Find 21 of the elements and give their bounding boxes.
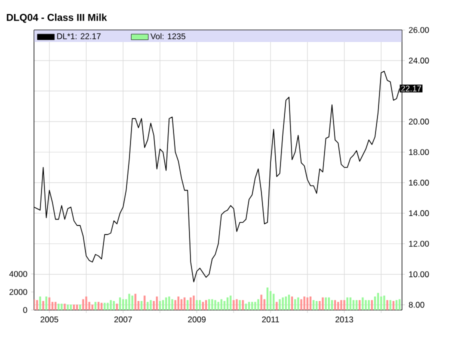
legend-label: Vol: 1235 <box>150 33 186 40</box>
annotation: 22.17 <box>401 86 422 92</box>
x-tick-label: 2005 <box>40 316 58 322</box>
y-tick-label: 18.00 <box>409 149 429 156</box>
y-tick-label: 24.00 <box>408 58 429 64</box>
y-tick-label: 26.00 <box>408 27 429 33</box>
y-tick-label: 20.00 <box>408 118 429 125</box>
y-tick-label: 8.00 <box>408 302 424 308</box>
x-tick-label: 2009 <box>188 316 206 322</box>
x-tick-label: 2011 <box>262 316 280 322</box>
y-tick-label: 10.00 <box>409 271 429 278</box>
y2-tick-label: 0 <box>23 307 28 313</box>
y-tick-label: 14.00 <box>409 210 429 216</box>
y2-tick-label: 4000 <box>9 271 28 277</box>
y-tick-label: 12.00 <box>409 240 429 247</box>
x-tick-label: 2013 <box>336 316 354 322</box>
y-tick-label: 16.00 <box>409 180 429 186</box>
x-tick-label: 2007 <box>114 316 132 322</box>
y2-tick-label: 2000 <box>10 289 28 295</box>
legend-label: DL*1: 22.17 <box>57 33 101 40</box>
chart-title: DLQ04 - Class III Milk <box>6 14 107 23</box>
